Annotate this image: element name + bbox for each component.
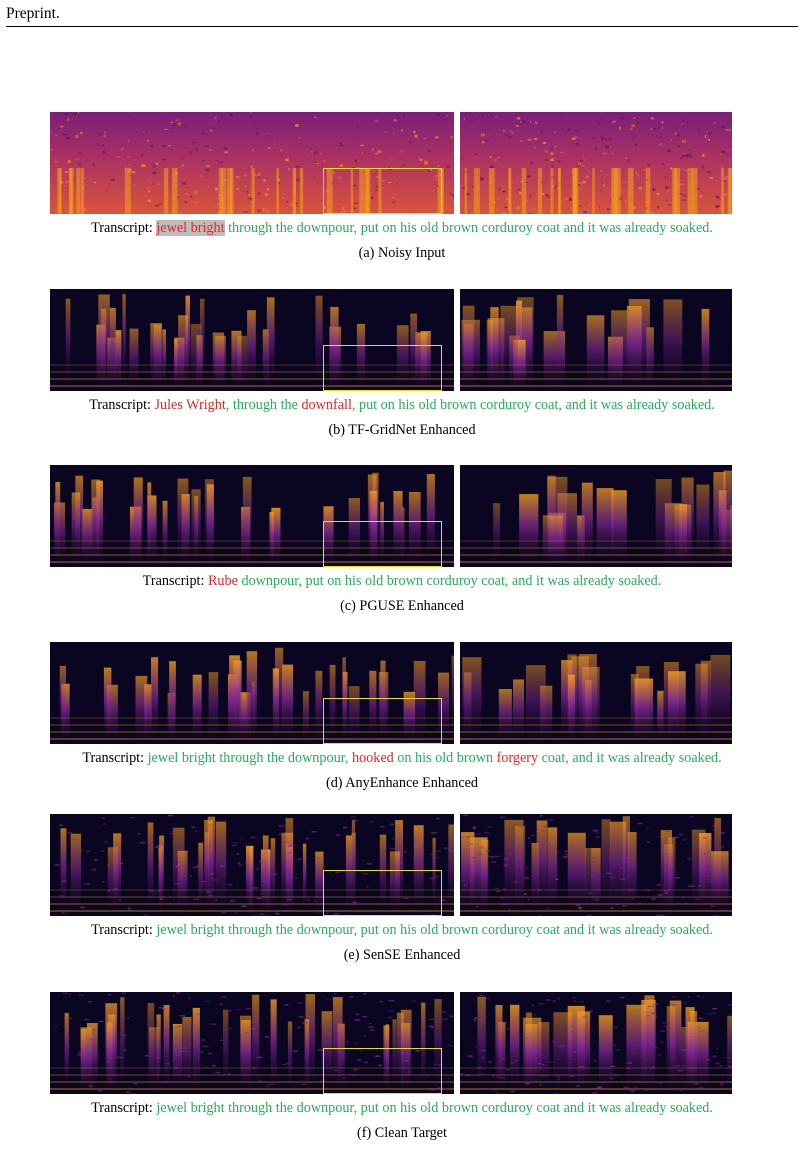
header-rule xyxy=(6,26,798,27)
transcript-segment-err: hooked xyxy=(351,750,394,766)
zoom-region-box xyxy=(323,1048,442,1094)
transcript-segment-ok: downpour, put on his old brown corduroy … xyxy=(237,573,662,589)
transcript-segment-ok: , put on his old brown corduroy coat, an… xyxy=(351,397,715,413)
spectrogram-zoom xyxy=(460,465,732,567)
transcript-line: Transcript: Rube downpour, put on his ol… xyxy=(0,573,804,590)
transcript-segment-err: Jules Wright xyxy=(154,397,226,413)
transcript-segment-ok: , through the xyxy=(225,397,302,413)
panel-caption: (f) Clean Target xyxy=(357,1125,447,1141)
spectrogram-full xyxy=(50,289,454,391)
panel-caption: (e) SenSE Enhanced xyxy=(343,947,461,963)
spectrogram-full xyxy=(50,814,454,916)
transcript-line: Transcript: jewel bright through the dow… xyxy=(0,1100,804,1117)
transcript-line: Transcript: jewel bright through the dow… xyxy=(0,750,804,767)
spectrogram-full xyxy=(50,465,454,567)
transcript-segment-err: downfall xyxy=(301,397,352,413)
transcript-line: Transcript: Jules Wright, through the do… xyxy=(0,397,804,414)
spectrogram-zoom xyxy=(460,289,732,391)
spectrogram-zoom xyxy=(460,992,732,1094)
transcript-segment-label: Transcript: xyxy=(91,220,157,236)
transcript-segment-label: Transcript: xyxy=(91,1100,157,1116)
transcript-segment-ok: jewel bright through the downpour, put o… xyxy=(156,1100,713,1116)
transcript-segment-label: Transcript: xyxy=(89,397,155,413)
transcript-segment-ok: jewel bright through the downpour, put o… xyxy=(156,922,713,938)
header-label: Preprint. xyxy=(6,5,60,22)
transcript-segment-label: Transcript: xyxy=(91,922,157,938)
panel-caption: (b) TF-GridNet Enhanced xyxy=(328,422,476,438)
transcript-segment-ok: on his old brown xyxy=(393,750,497,766)
transcript-segment-ok: through the downpour, put on his old bro… xyxy=(224,220,713,236)
spectrogram-zoom xyxy=(460,642,732,744)
transcript-segment-err: Rube xyxy=(207,573,238,589)
transcript-segment-ok: coat, and it was already soaked. xyxy=(538,750,722,766)
panel-caption: (d) AnyEnhance Enhanced xyxy=(325,775,479,791)
spectrogram-full xyxy=(50,112,454,214)
transcript-line: Transcript: jewel bright through the dow… xyxy=(0,220,804,237)
panel-caption: (a) Noisy Input xyxy=(358,245,446,261)
spectrogram-zoom xyxy=(460,112,732,214)
transcript-segment-ok: jewel bright through the downpour, xyxy=(147,750,352,766)
spectrogram-zoom xyxy=(460,814,732,916)
zoom-region-box xyxy=(323,168,442,214)
transcript-segment-label: Transcript: xyxy=(142,573,208,589)
zoom-region-box xyxy=(323,870,442,916)
transcript-segment-label: Transcript: xyxy=(82,750,148,766)
zoom-region-box xyxy=(323,698,442,744)
zoom-region-box xyxy=(323,345,442,391)
panel-caption: (c) PGUSE Enhanced xyxy=(340,598,464,614)
transcript-segment-err: forgery xyxy=(496,750,539,766)
zoom-region-box xyxy=(323,521,442,567)
spectrogram-full xyxy=(50,642,454,744)
spectrogram-full xyxy=(50,992,454,1094)
transcript-segment-highlight: jewel bright xyxy=(156,220,225,236)
transcript-line: Transcript: jewel bright through the dow… xyxy=(0,922,804,939)
